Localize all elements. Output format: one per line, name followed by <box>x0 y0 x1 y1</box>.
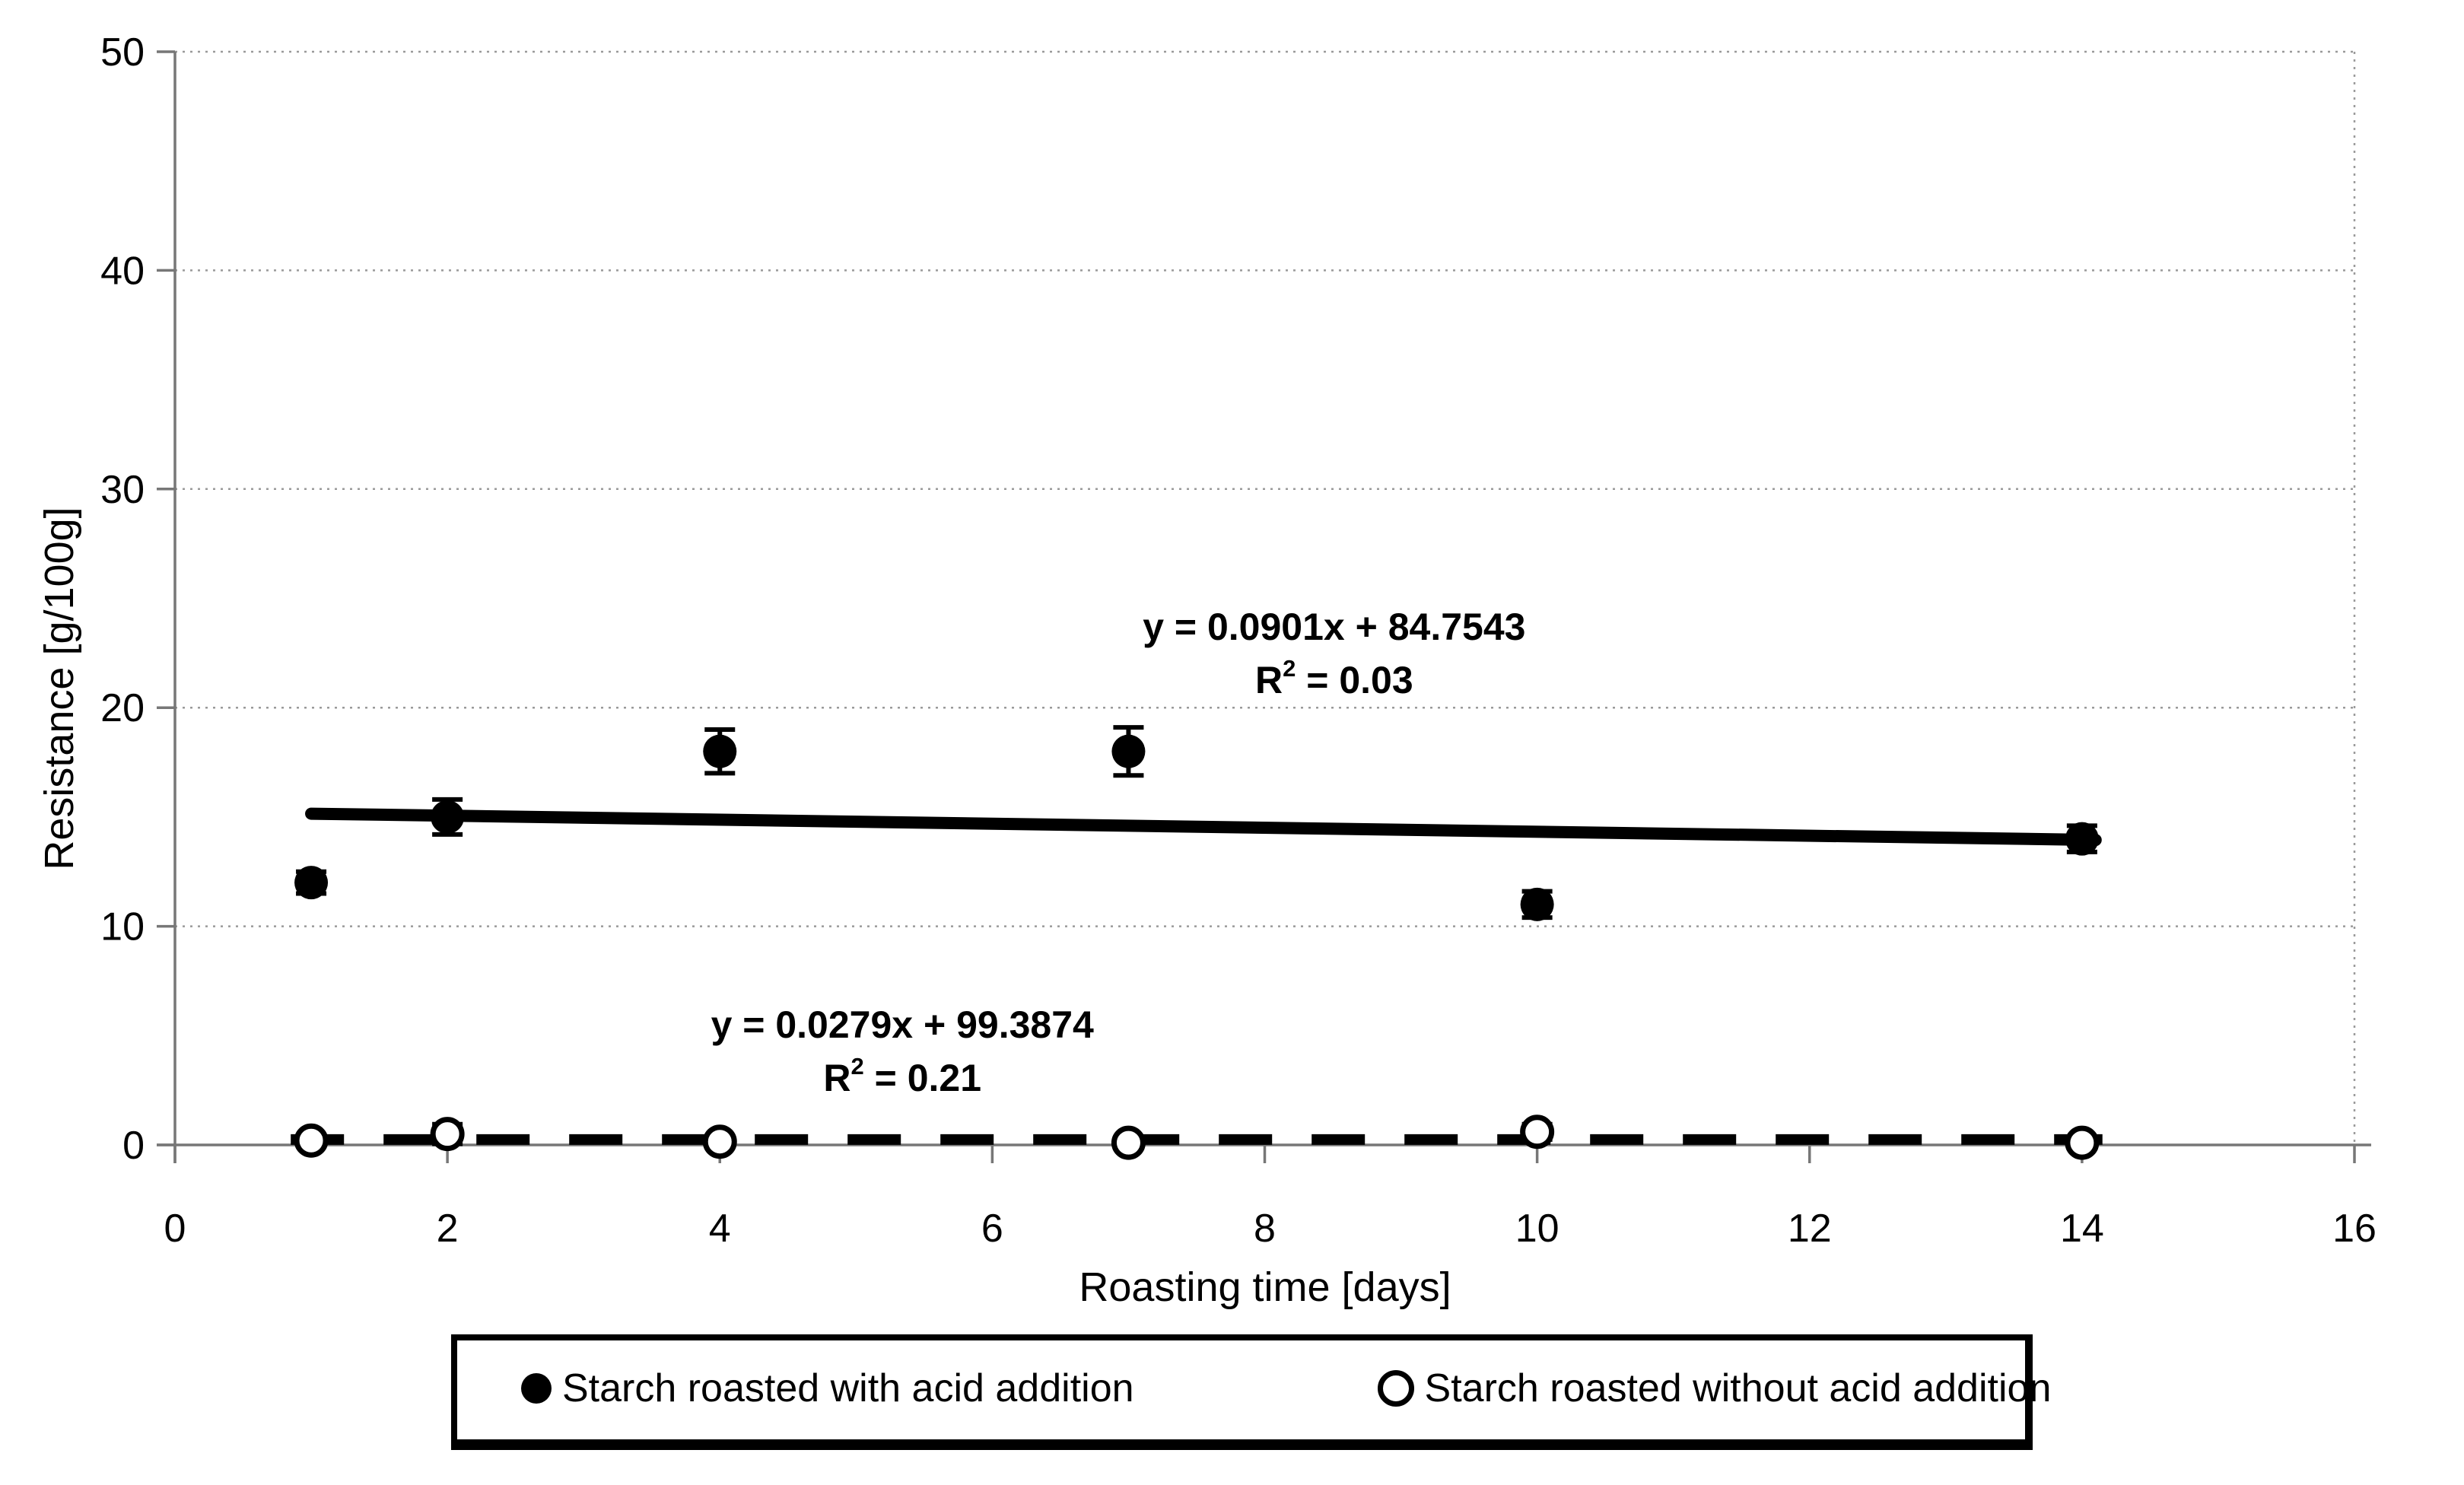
data-point-open <box>1520 1115 1555 1150</box>
y-tick-label: 30 <box>100 468 145 512</box>
data-point-open <box>1111 1125 1146 1160</box>
x-tick-label: 0 <box>164 1207 186 1251</box>
data-point-open <box>430 1117 465 1152</box>
legend-box: Starch roasted with acid addition Starch… <box>451 1334 2051 1450</box>
data-point-filled <box>294 866 329 900</box>
data-point-open <box>294 1123 329 1158</box>
data-point-open <box>702 1124 737 1159</box>
x-tick-label: 2 <box>437 1207 459 1251</box>
legend-item-without-acid: Starch roasted without acid addition <box>1377 1366 2052 1411</box>
y-tick-label: 40 <box>100 249 145 293</box>
x-tick-label: 8 <box>1254 1207 1276 1251</box>
data-point-open <box>2065 1125 2100 1160</box>
x-tick-label: 4 <box>709 1207 731 1251</box>
y-axis-title: Resistance [g/100g] <box>37 507 82 870</box>
legend-label: Starch roasted without acid addition <box>1424 1366 2052 1410</box>
x-tick-label: 6 <box>981 1207 1003 1251</box>
x-tick-label: 14 <box>2060 1207 2104 1251</box>
x-axis-title: Roasting time [days] <box>1079 1264 1451 1310</box>
data-point-filled <box>431 800 465 834</box>
r-squared-label: R2 = 0.03 <box>1254 654 1413 701</box>
superscript-2: 2 <box>1283 654 1296 682</box>
y-tick-label: 50 <box>100 30 145 75</box>
superscript-2: 2 <box>850 1052 864 1080</box>
trendline-annotation-with-acid: y = 0.0901x + 84.7543 R2 = 0.03 <box>1143 600 1525 707</box>
legend-label: Starch roasted with acid addition <box>562 1366 1134 1410</box>
data-point-filled <box>1111 734 1146 768</box>
data-point-filled <box>1520 887 1554 921</box>
x-tick-label: 10 <box>1515 1207 1559 1251</box>
trendline-equation: y = 0.0279x + 99.3874 <box>711 1003 1094 1046</box>
open-circle-icon <box>1377 1370 1414 1407</box>
r-squared-label: R2 = 0.21 <box>823 1052 982 1099</box>
trendline-solid <box>305 807 2102 847</box>
y-tick-label: 0 <box>122 1124 145 1168</box>
x-tick-label: 16 <box>2332 1207 2377 1251</box>
y-tick-label: 10 <box>100 905 145 949</box>
data-point-filled <box>2065 822 2099 856</box>
filled-circle-icon <box>521 1373 552 1404</box>
trendline-equation: y = 0.0901x + 84.7543 <box>1143 605 1526 648</box>
trendline-annotation-without-acid: y = 0.0279x + 99.3874 R2 = 0.21 <box>711 998 1094 1105</box>
legend-item-with-acid: Starch roasted with acid addition <box>521 1366 1134 1411</box>
y-tick-label: 20 <box>100 686 145 730</box>
x-tick-label: 12 <box>1788 1207 1832 1251</box>
data-point-filled <box>703 734 737 768</box>
